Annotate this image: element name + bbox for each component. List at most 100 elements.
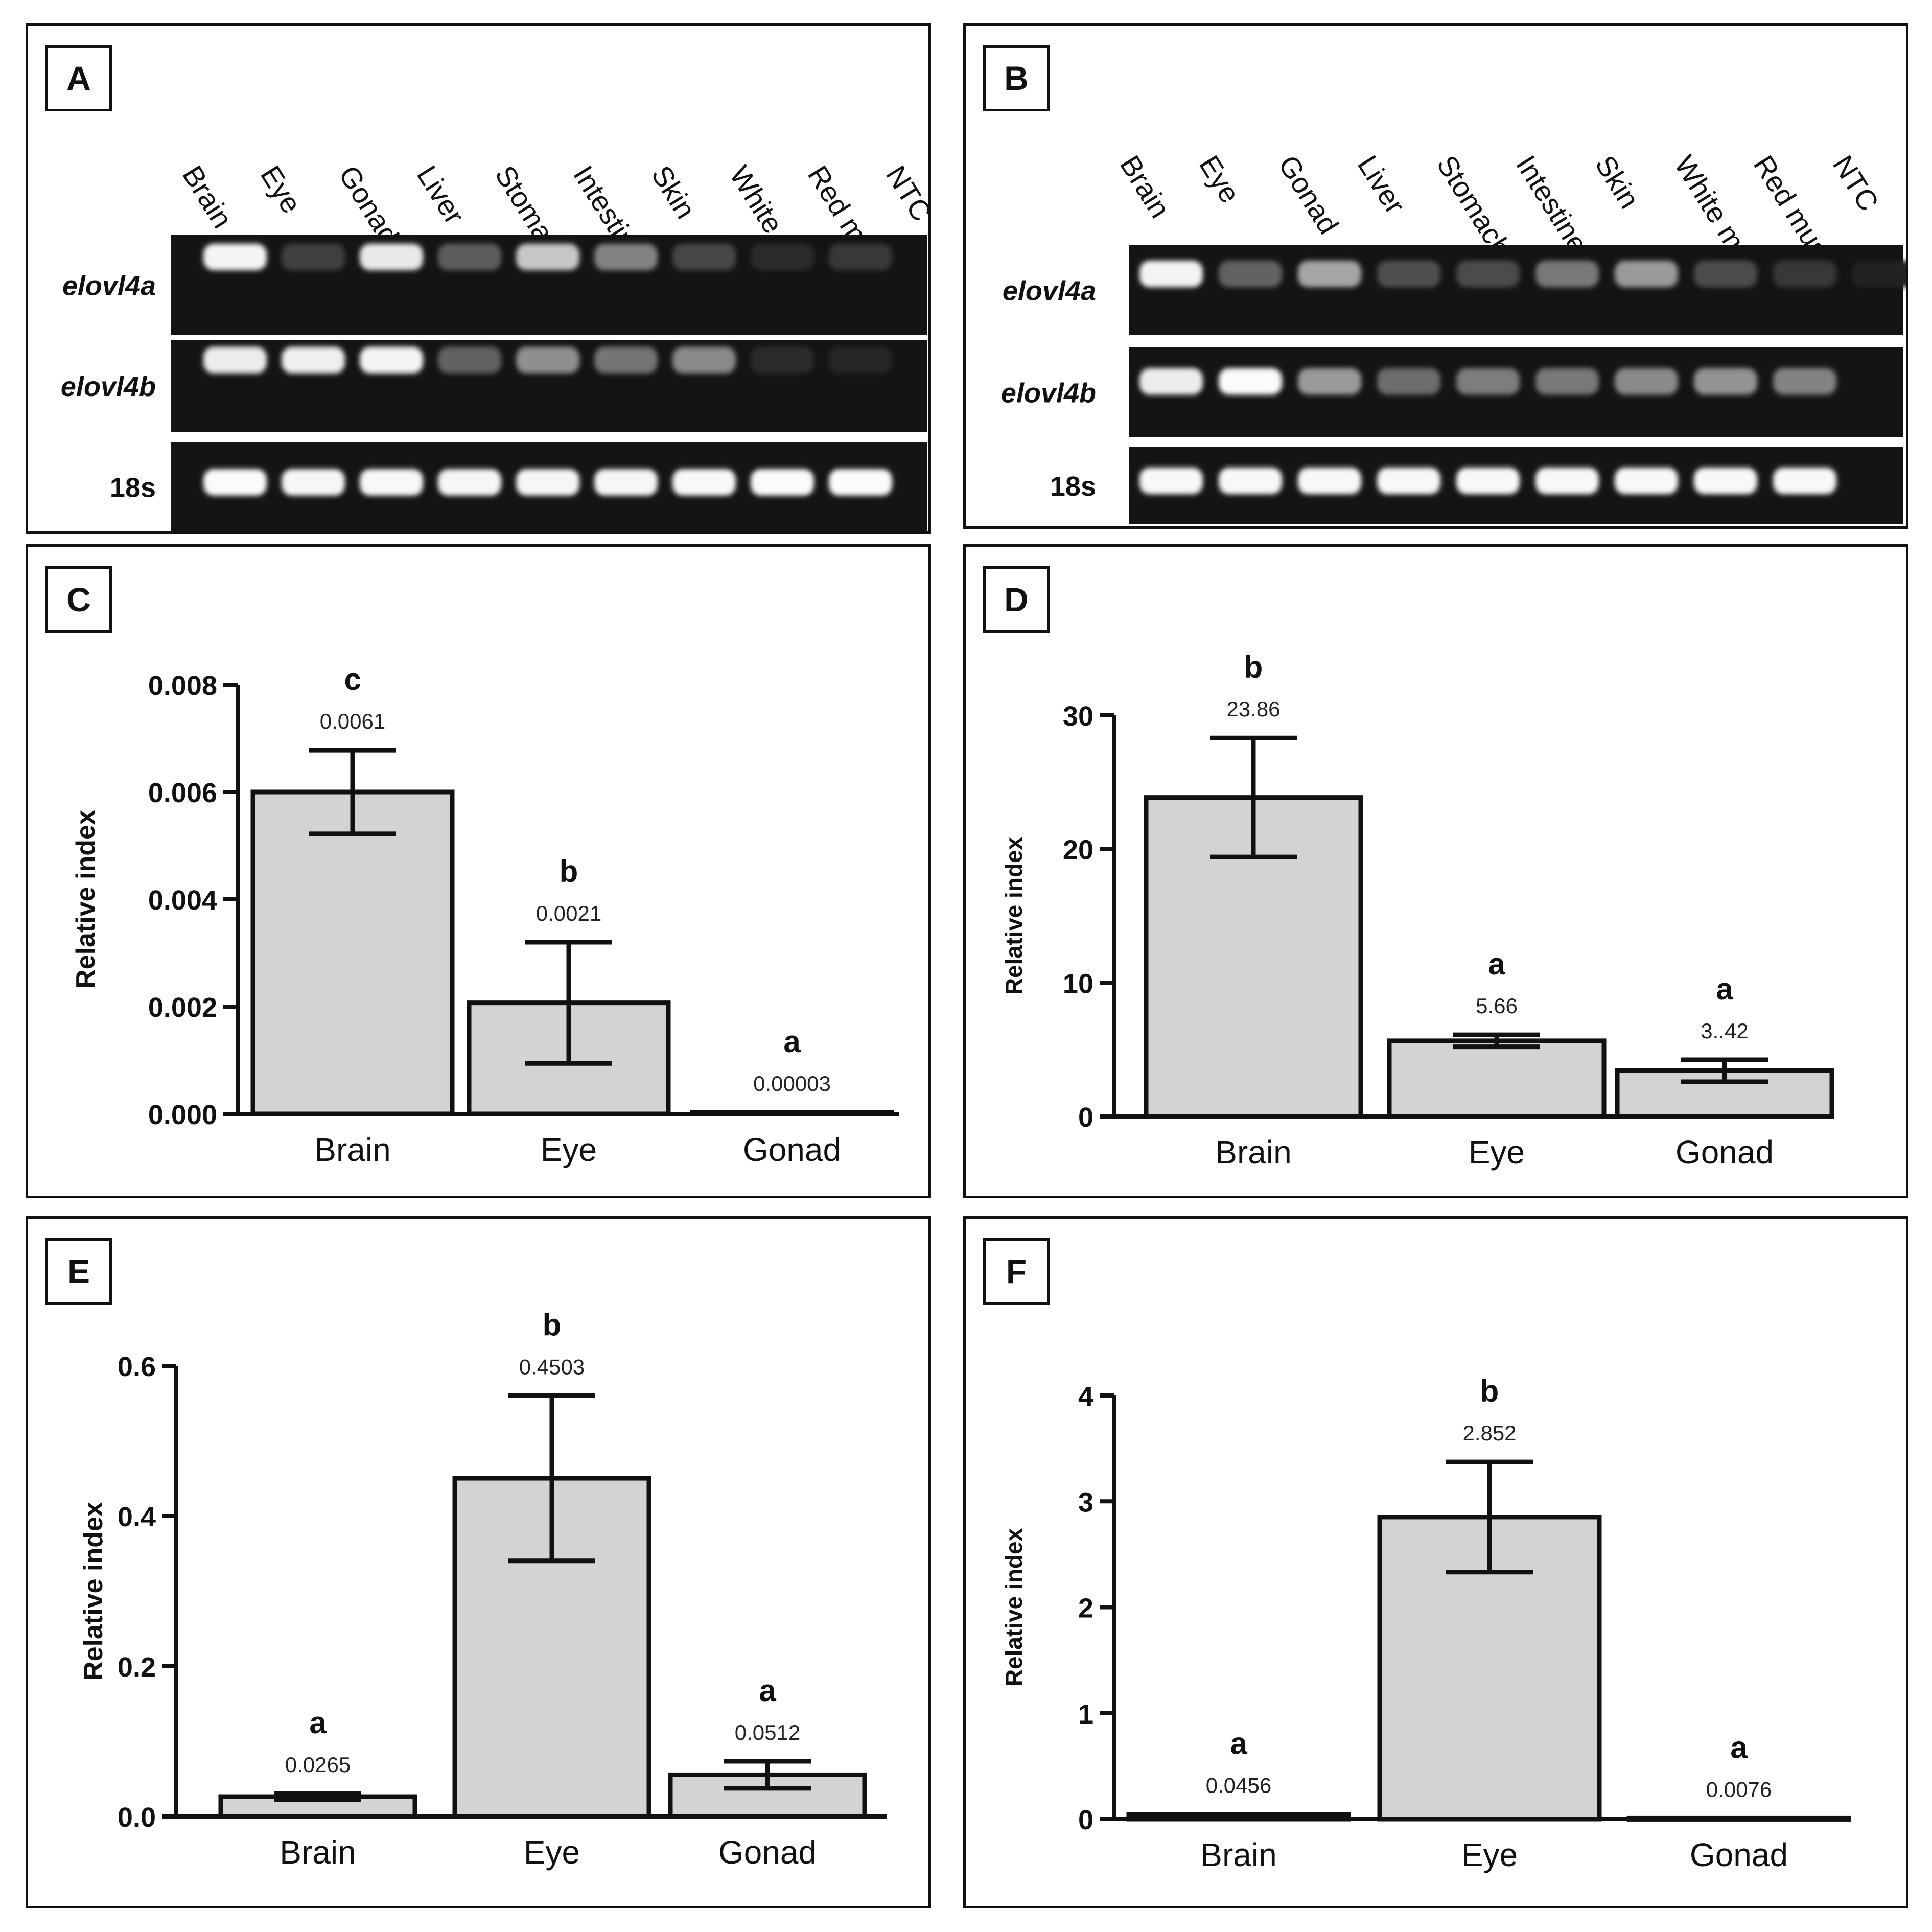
gel-band	[203, 346, 267, 374]
gel-band	[594, 469, 658, 496]
panel-label: B	[983, 45, 1050, 111]
significance-letter: b	[1480, 1374, 1499, 1408]
gel-band	[1298, 468, 1361, 494]
x-tick-label: Brain	[280, 1834, 356, 1871]
lane-label: Eye	[254, 160, 308, 219]
y-tick-label: 0.006	[148, 778, 217, 808]
y-axis-label: Relative index	[1000, 836, 1027, 995]
data-label: 0.00003	[753, 1072, 831, 1096]
bar	[690, 1110, 894, 1116]
bar	[1626, 1815, 1851, 1822]
panel-a: A Brain Eye Gonad Liver Stomach Intestine Skin…	[26, 23, 931, 534]
gel-band	[282, 346, 345, 374]
gene-label: 18s	[110, 473, 156, 503]
gene-label: elovl4b	[61, 371, 156, 402]
y-tick-label: 2	[1078, 1593, 1093, 1624]
gel-band	[516, 243, 579, 270]
data-label: 0.0265	[285, 1753, 351, 1777]
panel-label: A	[45, 45, 112, 111]
gene-label: elovl4a	[62, 271, 156, 301]
gel-band	[1852, 261, 1906, 287]
bar-chart: 0 10 20 30 Relative index 23.86 b Brain 5.66 a Eye…	[1000, 650, 1834, 1171]
gel-band	[1694, 368, 1757, 395]
bar	[1387, 1038, 1607, 1119]
gel-band	[1535, 261, 1599, 287]
panel-label: E	[45, 1238, 112, 1305]
gel-band	[751, 243, 814, 270]
bar	[1126, 1812, 1351, 1822]
gel-row	[1129, 245, 1903, 335]
gel-band	[829, 469, 892, 496]
gel-band	[1615, 468, 1678, 494]
gel-band	[1139, 368, 1203, 395]
y-tick-label: 4	[1078, 1381, 1093, 1412]
lane-label: Liver	[1352, 150, 1412, 219]
x-tick-label: Gonad	[1675, 1134, 1774, 1171]
y-tick-label: 0.000	[148, 1100, 217, 1130]
y-tick-label: 0.008	[148, 670, 217, 701]
data-label: 5.66	[1476, 994, 1518, 1018]
data-label: 23.86	[1226, 697, 1280, 721]
panel-label: F	[983, 1238, 1050, 1305]
panel-b: B Brain Eye Gonad Liver Stomach Intestine Skin…	[963, 23, 1908, 529]
gel-band	[751, 469, 814, 496]
lane-label: NTC	[880, 160, 928, 227]
gel-band	[1773, 368, 1836, 395]
gel-band	[672, 243, 736, 270]
gel-band	[1615, 261, 1678, 287]
significance-letter: a	[759, 1673, 776, 1708]
y-tick-label: 0.6	[118, 1352, 156, 1382]
x-tick-label: Brain	[1200, 1836, 1276, 1873]
gel-band	[1615, 368, 1678, 395]
gel-band	[1535, 368, 1599, 395]
x-tick-label: Eye	[524, 1834, 580, 1871]
gel-band	[1139, 468, 1203, 494]
gel-band	[360, 243, 423, 270]
gel-band	[672, 469, 736, 496]
gel-band	[1219, 261, 1282, 287]
y-tick-label: 0.004	[148, 885, 217, 916]
gel-band	[1694, 468, 1757, 494]
gene-label: elovl4b	[1001, 378, 1096, 409]
y-tick-label: 0.4	[118, 1502, 156, 1532]
data-label: 0.0076	[1706, 1777, 1772, 1801]
y-tick-label: 0.2	[118, 1652, 156, 1683]
x-tick-label: Brain	[314, 1131, 390, 1168]
significance-letter: a	[1230, 1727, 1247, 1761]
data-label: 0.0021	[536, 901, 601, 925]
gel-band	[1456, 261, 1520, 287]
y-tick-label: 0.002	[148, 992, 217, 1023]
gel-band	[829, 243, 892, 270]
bar	[250, 789, 455, 1116]
significance-letter: a	[309, 1706, 327, 1740]
bar-chart: 0.000 0.002 0.004 0.006 0.008 Relative index 0…	[71, 662, 899, 1168]
y-axis-label: Relative index	[79, 1502, 108, 1681]
x-tick-label: Eye	[541, 1131, 597, 1168]
panel-label: C	[45, 566, 112, 633]
gel-band	[1694, 261, 1757, 287]
significance-letter: c	[344, 662, 361, 696]
gel-band	[516, 469, 579, 496]
panel-e: E 0.0 0.2 0.4 0.6 Relative index 0.0265 a Brain…	[26, 1216, 931, 1908]
data-label: 3..42	[1701, 1019, 1748, 1043]
bar-chart: 0.0 0.2 0.4 0.6 Relative index 0.0265 a Brain 0.…	[79, 1308, 887, 1871]
y-tick-label: 30	[1063, 701, 1093, 732]
gene-label: elovl4a	[1003, 276, 1096, 307]
y-tick-label: 20	[1063, 835, 1093, 866]
gel-band	[203, 243, 267, 270]
gel-band	[1456, 368, 1520, 395]
significance-letter: a	[1730, 1730, 1748, 1764]
gel-band	[438, 346, 501, 374]
x-tick-label: Brain	[1215, 1134, 1291, 1171]
significance-letter: b	[1244, 650, 1263, 684]
significance-letter: b	[543, 1308, 562, 1342]
gel-band	[282, 469, 345, 496]
x-tick-label: Eye	[1469, 1134, 1525, 1171]
gel-band	[829, 346, 892, 374]
significance-letter: a	[783, 1025, 801, 1059]
gel-band	[594, 243, 658, 270]
x-tick-label: Gonad	[1690, 1836, 1788, 1873]
panel-d: D 0 10 20 30 Relative index 23.86 b Brain 5.66 a E…	[963, 544, 1908, 1198]
gel-band	[1456, 468, 1520, 494]
